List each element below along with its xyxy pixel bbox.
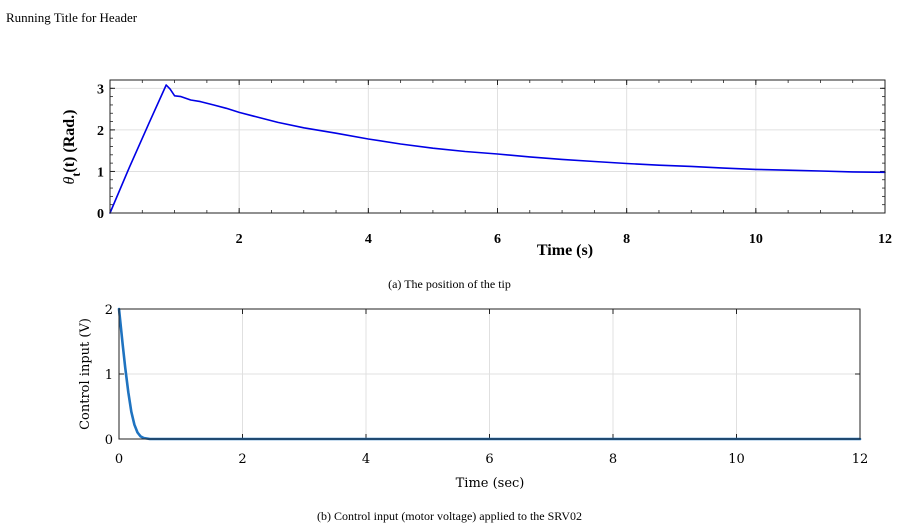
plot-frame bbox=[109, 79, 886, 214]
y-axis-label: θt(t) (Rad.) bbox=[61, 110, 83, 185]
running-header: Running Title for Header bbox=[6, 10, 138, 25]
x-tick-label: 12 bbox=[878, 232, 892, 247]
x-tick-label: 10 bbox=[728, 452, 745, 467]
x-tick-label: 2 bbox=[236, 232, 243, 247]
plot-frame bbox=[118, 308, 861, 440]
x-tick-label: 4 bbox=[362, 452, 370, 467]
x-axis-label: Time (s) bbox=[537, 242, 593, 259]
y-tick-label: 1 bbox=[105, 368, 113, 383]
y-tick-label: 2 bbox=[97, 124, 104, 139]
y-tick-label: 2 bbox=[105, 303, 113, 318]
y-axis-label-symbol: θ bbox=[61, 176, 78, 184]
x-tick-label: 2 bbox=[238, 452, 246, 467]
series-line bbox=[109, 84, 886, 214]
y-axis-label: Control input (V) bbox=[78, 318, 93, 430]
x-tick-label: 6 bbox=[494, 232, 501, 247]
y-tick-label: 0 bbox=[97, 207, 104, 222]
caption-b: (b) Control input (motor voltage) applie… bbox=[316, 509, 582, 523]
y-tick-label: 0 bbox=[105, 433, 113, 448]
caption-a: (a) The position of the tip bbox=[388, 277, 511, 291]
x-tick-label: 8 bbox=[623, 232, 630, 247]
y-axis-label-rest: (t) (Rad.) bbox=[61, 110, 78, 173]
x-tick-label: 6 bbox=[485, 452, 493, 467]
x-tick-label: 0 bbox=[115, 452, 123, 467]
x-tick-label: 12 bbox=[852, 452, 869, 467]
x-tick-label: 10 bbox=[749, 232, 763, 247]
y-tick-label: 3 bbox=[97, 82, 104, 97]
x-axis-label: Time (sec) bbox=[456, 476, 525, 491]
x-tick-label: 8 bbox=[609, 452, 617, 467]
y-tick-label: 1 bbox=[97, 165, 104, 180]
y-axis-label-subscript: t bbox=[69, 173, 83, 177]
x-tick-label: 4 bbox=[365, 232, 372, 247]
